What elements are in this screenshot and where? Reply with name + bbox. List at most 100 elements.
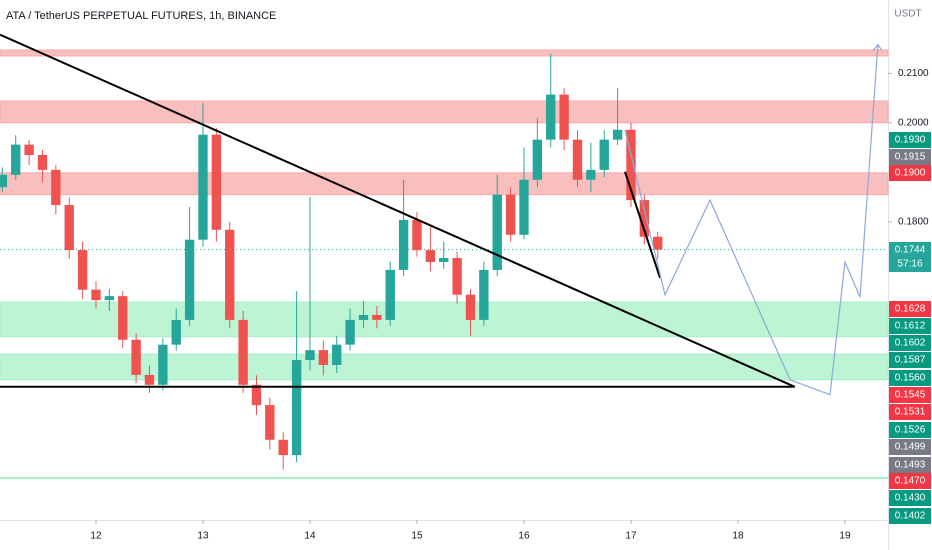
zone <box>0 100 889 124</box>
candle-body <box>452 258 462 295</box>
candle-body <box>439 258 449 262</box>
candle-body <box>612 129 623 140</box>
price-tag-box <box>889 473 931 489</box>
y-tick-label: 0.2000 <box>898 117 929 128</box>
x-tick-label: 14 <box>304 531 316 542</box>
candle-body <box>225 229 235 320</box>
zone <box>0 353 889 381</box>
candle-body <box>318 350 329 365</box>
candle-body <box>278 439 288 456</box>
candle-body <box>425 250 436 262</box>
x-tick-label: 13 <box>197 531 209 542</box>
candle-body <box>599 139 609 170</box>
candle-body <box>265 405 275 440</box>
candle-body <box>118 296 128 340</box>
countdown: 57:16 <box>897 259 922 270</box>
price-tag-box <box>889 387 931 403</box>
candle-body <box>251 384 262 406</box>
currency-label: USDT <box>894 9 921 20</box>
candle-body <box>505 194 516 235</box>
price-tag-box <box>889 149 931 165</box>
candle-body <box>546 94 556 140</box>
candle-body <box>11 144 21 175</box>
price-tag: 0.1531 <box>895 407 926 418</box>
zone <box>0 49 889 57</box>
candle-body <box>104 296 115 301</box>
candle-body <box>586 169 596 180</box>
price-tag-box <box>889 301 931 317</box>
x-tick-label: 19 <box>839 531 851 542</box>
candle-body <box>238 319 248 385</box>
candle-body <box>332 344 342 365</box>
candle-body <box>64 205 74 251</box>
x-tick-label: 16 <box>518 531 530 542</box>
price-tag: 0.1526 <box>895 425 926 436</box>
y-tick-label: 0.2100 <box>898 68 929 79</box>
price-tag-box <box>889 457 931 473</box>
price-tag: 0.1915 <box>895 152 926 163</box>
last-price-box <box>889 242 931 272</box>
candle-body <box>37 155 48 170</box>
price-tag-box <box>889 404 931 420</box>
price-tag: 0.1612 <box>895 321 926 332</box>
candle-body <box>144 374 155 385</box>
candle-body <box>559 94 569 140</box>
candle-body <box>358 314 369 320</box>
last-price-label: 0.1744 <box>895 245 926 256</box>
arrow-head <box>872 43 883 51</box>
candle-body <box>305 350 315 361</box>
candle-body <box>385 269 395 320</box>
price-tag: 0.1545 <box>895 390 926 401</box>
candle-body <box>345 319 355 345</box>
candle-body <box>372 314 382 320</box>
candle-body <box>24 144 34 156</box>
candle-body <box>398 219 409 270</box>
price-tag: 0.1499 <box>895 442 926 453</box>
candle-body <box>291 360 302 456</box>
x-tick-label: 17 <box>625 531 637 542</box>
zone <box>0 172 889 196</box>
candle-body <box>131 339 141 375</box>
price-tag: 0.1602 <box>895 338 926 349</box>
candle-body <box>211 134 222 230</box>
candle-body <box>51 169 61 206</box>
price-tag: 0.1402 <box>895 511 926 522</box>
price-tag: 0.1628 <box>895 304 926 315</box>
y-tick-label: 0.1800 <box>898 217 929 228</box>
candle-body <box>532 139 543 180</box>
x-tick-label: 12 <box>90 531 102 542</box>
candle-body <box>0 174 8 188</box>
candle-body <box>412 219 422 251</box>
price-tag-box <box>889 439 931 455</box>
price-tag: 0.1930 <box>895 135 926 146</box>
drawing-line <box>624 44 879 396</box>
price-tag-box <box>889 508 931 524</box>
candle-body <box>653 236 663 250</box>
chart-title: ATA / TetherUS PERPETUAL FUTURES, 1h, BI… <box>6 10 276 22</box>
price-tag-box <box>889 352 931 368</box>
candle-body <box>639 200 650 237</box>
price-tag-box <box>889 335 931 351</box>
x-tick-label: 15 <box>411 531 423 542</box>
x-tick-label: 18 <box>732 531 744 542</box>
price-tag: 0.1900 <box>895 168 926 179</box>
zone <box>0 476 889 479</box>
candle-body <box>77 250 88 290</box>
price-tag: 0.1587 <box>895 355 926 366</box>
drawing-line <box>0 33 796 388</box>
candle-body <box>492 194 502 270</box>
price-tag-box <box>889 132 931 148</box>
zone <box>0 301 889 338</box>
price-tag: 0.1560 <box>895 373 926 384</box>
candle-body <box>184 239 195 320</box>
price-tag: 0.1470 <box>895 476 926 487</box>
price-tag-box <box>889 165 931 181</box>
price-tag: 0.1493 <box>895 460 926 471</box>
candle-body <box>626 129 636 201</box>
candle-body <box>465 294 476 320</box>
price-tag-box <box>889 318 931 334</box>
candle-body <box>158 344 168 385</box>
candle-body <box>171 319 181 345</box>
